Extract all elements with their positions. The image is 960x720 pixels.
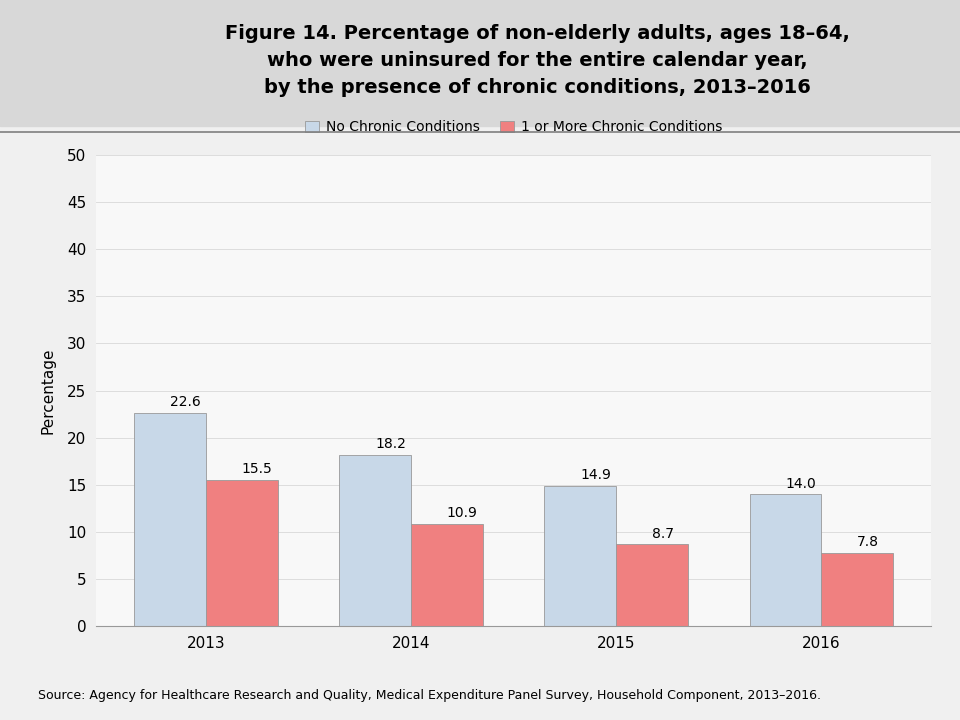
Legend: No Chronic Conditions, 1 or More Chronic Conditions: No Chronic Conditions, 1 or More Chronic… [300,114,728,140]
Text: Figure 14. Percentage of non-elderly adults, ages 18–64,
who were uninsured for : Figure 14. Percentage of non-elderly adu… [226,24,850,97]
Bar [544,486,616,626]
Bar [822,553,893,626]
Bar [750,495,822,626]
Text: 14.9: 14.9 [580,468,612,482]
Text: 7.8: 7.8 [857,535,879,549]
Text: 8.7: 8.7 [652,526,674,541]
Text: Source: Agency for Healthcare Research and Quality, Medical Expenditure Panel Su: Source: Agency for Healthcare Research a… [38,689,822,702]
Bar [411,523,483,626]
Bar [616,544,688,626]
Bar [134,413,205,626]
Bar [339,455,411,626]
Text: 10.9: 10.9 [447,506,478,520]
Text: 18.2: 18.2 [375,437,406,451]
Text: 15.5: 15.5 [242,462,273,477]
Text: 14.0: 14.0 [785,477,816,490]
Bar [205,480,277,626]
Text: 22.6: 22.6 [170,395,201,410]
Y-axis label: Percentage: Percentage [40,347,56,434]
